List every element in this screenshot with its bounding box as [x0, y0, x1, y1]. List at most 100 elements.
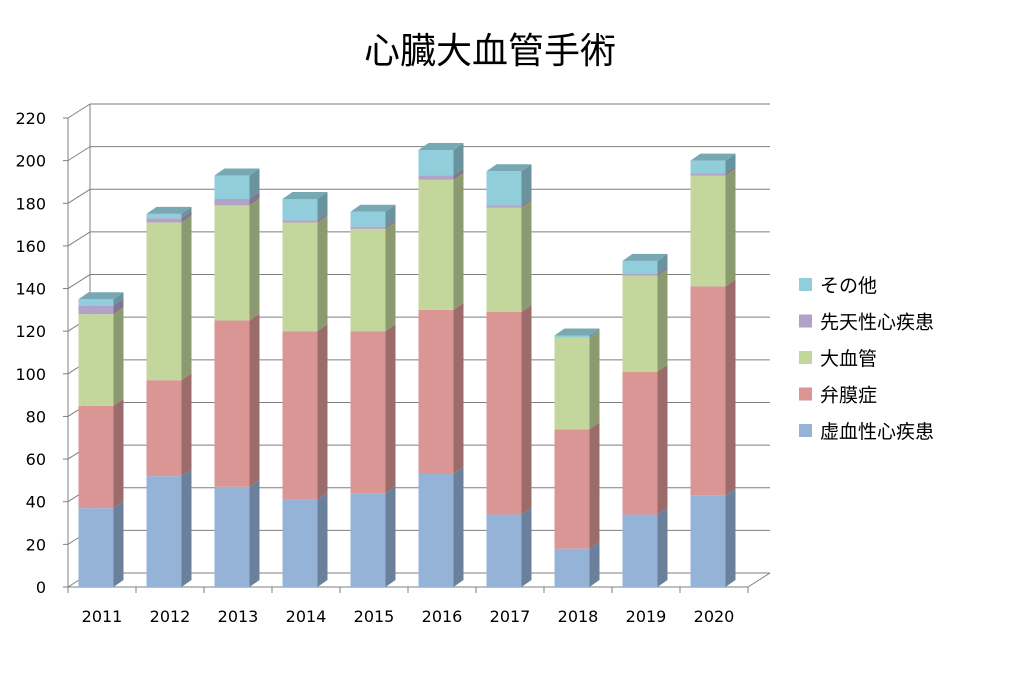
bar-segment-side	[589, 422, 600, 549]
bar-segment-side	[725, 168, 736, 287]
bar-segment-side	[317, 215, 328, 332]
bar-segment-top	[418, 142, 464, 150]
x-tick-label: 2020	[694, 607, 735, 626]
bar-segment	[622, 371, 658, 515]
gridline-depth	[67, 188, 91, 204]
bar-segment	[214, 205, 250, 321]
x-tick-label: 2017	[490, 607, 531, 626]
bar-segment-top	[350, 204, 396, 212]
bar-segment-top	[146, 206, 192, 214]
legend-swatch	[799, 278, 812, 291]
y-tick-label: 100	[15, 365, 46, 384]
bar-segment	[146, 218, 182, 223]
chart-title: 心臓大血管手術	[363, 31, 616, 72]
bar-segment	[486, 207, 522, 312]
x-tick-label: 2013	[218, 607, 259, 626]
bar-segment	[690, 495, 726, 587]
bar-segment-side	[521, 198, 532, 208]
floor-right-edge	[747, 572, 771, 588]
bar-segment	[214, 175, 250, 200]
x-tick-label: 2011	[82, 607, 123, 626]
bar-segment	[486, 514, 522, 587]
x-tick-label: 2015	[354, 607, 395, 626]
legend-item: 大血管	[799, 348, 877, 370]
bar-segment	[78, 305, 114, 315]
bar-segment-top	[554, 328, 600, 336]
bar-segment-side	[725, 279, 736, 496]
bar-segment-side	[521, 507, 532, 587]
bar-segment	[418, 474, 454, 587]
legend-item: 先天性心疾患	[799, 312, 934, 334]
bar-segment-side	[725, 153, 736, 174]
bar-segment	[554, 337, 590, 430]
legend-item: 虚血性心疾患	[799, 421, 934, 443]
legend-swatch	[799, 351, 812, 364]
bar-segment	[146, 222, 182, 381]
bar-segment-side	[657, 266, 668, 276]
bar-segment-side	[113, 307, 124, 406]
bar-segment	[690, 173, 726, 176]
bar-segment	[418, 175, 454, 180]
bar-segment	[622, 275, 658, 372]
y-tick-label: 180	[15, 194, 46, 213]
bar-segment-side	[521, 304, 532, 515]
bar-segment	[350, 331, 386, 494]
bar-stack-2013	[214, 168, 260, 587]
x-tick-label: 2019	[626, 607, 667, 626]
y-tick-labels: 0 20 40 60 80 100 120 140 160 180 200 220	[15, 109, 46, 597]
bar-segment-side	[521, 200, 532, 312]
y-tick-label: 80	[26, 407, 46, 426]
bar-segment-side	[317, 192, 328, 221]
bars	[78, 142, 736, 587]
bar-segment	[486, 311, 522, 515]
bar-segment-side	[589, 330, 600, 430]
bar-segment-side	[453, 142, 464, 176]
bar-segment-side	[385, 324, 396, 494]
bar-segment-side	[317, 324, 328, 500]
bar-segment	[554, 429, 590, 549]
bar-segment-top	[622, 253, 668, 261]
bar-segment	[690, 175, 726, 287]
bar-segment	[214, 320, 250, 487]
bar-segment-side	[453, 172, 464, 310]
bar-segment-side	[249, 479, 260, 587]
bar-segment	[690, 160, 726, 174]
bar-segment-side	[249, 198, 260, 321]
x-tick-label: 2012	[150, 607, 191, 626]
bar-segment-top	[78, 292, 124, 300]
bar-segment	[78, 508, 114, 587]
x-tick-labels: 2011 2012 2013 2014 2015 2016 2017 2018 2019 2020	[82, 607, 735, 626]
bar-stack-2011	[78, 292, 124, 587]
bar-segment-side	[385, 486, 396, 587]
y-tick-label: 40	[26, 493, 46, 512]
bar-segment-side	[181, 211, 192, 223]
bar-segment-side	[317, 213, 328, 223]
bar-segment-side	[113, 298, 124, 315]
bar-segment	[214, 199, 250, 206]
bar-segment	[146, 213, 182, 219]
bar-segment	[214, 486, 250, 587]
bar-segment-side	[181, 469, 192, 587]
bar-segment-side	[385, 204, 396, 227]
bar-segment-side	[249, 168, 260, 200]
gridline-depth	[67, 103, 91, 119]
bar-segment	[78, 314, 114, 406]
legend-label: 先天性心疾患	[820, 312, 934, 334]
bar-segment-side	[453, 467, 464, 587]
bar-segment	[486, 205, 522, 208]
legend-item: 弁膜症	[799, 385, 877, 407]
legend-swatch	[799, 387, 812, 401]
y-tick-label: 60	[26, 450, 46, 469]
gridline-depth	[67, 231, 91, 247]
x-tick-label: 2018	[558, 607, 599, 626]
bar-segment	[622, 273, 658, 276]
bar-segment-side	[385, 219, 396, 229]
bar-stack-2019	[622, 253, 668, 587]
bar-segment-top	[282, 192, 328, 200]
bar-segment	[350, 226, 386, 229]
bar-segment-side	[385, 221, 396, 332]
bar-segment	[690, 286, 726, 496]
bar-stack-2017	[486, 164, 532, 587]
bar-segment	[554, 548, 590, 587]
